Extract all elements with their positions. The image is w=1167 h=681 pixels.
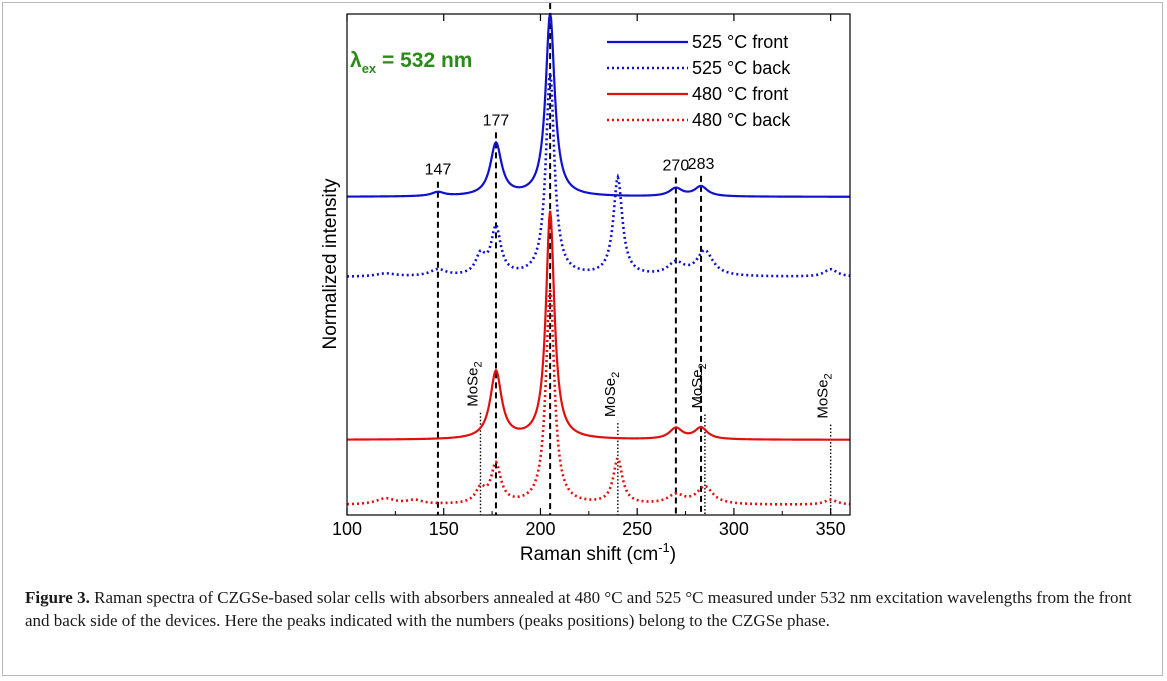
series-line-4 <box>346 288 851 506</box>
peak-label-270: 270 <box>663 158 690 175</box>
peak-labels: 147177205270283MoSe2MoSe2MoSe2MoSe2 <box>425 0 835 419</box>
legend-label-2: 525 °C back <box>692 58 791 78</box>
mose2-label-3: MoSe2 <box>689 363 709 408</box>
mose2-label-4: MoSe2 <box>815 373 835 418</box>
caption-text: Raman spectra of CZGSe-based solar cells… <box>25 588 1132 630</box>
figure-caption: Figure 3. Raman spectra of CZGSe-based s… <box>25 586 1140 632</box>
x-tick-label-100: 100 <box>332 519 362 539</box>
x-tick-label-250: 250 <box>622 519 652 539</box>
legend-label-3: 480 °C front <box>692 84 788 104</box>
plot-area-border <box>346 13 851 516</box>
peak-label-147: 147 <box>425 162 452 179</box>
series-line-2 <box>346 72 851 278</box>
x-axis-ticks: 100 150 200 250 300 350 <box>332 14 846 539</box>
series-line-3 <box>347 210 850 441</box>
excitation-label: λex = 532 nm <box>350 49 472 76</box>
series-lines <box>346 12 851 506</box>
x-axis-title: Raman shift (cm-1) <box>520 540 676 565</box>
x-tick-label-150: 150 <box>429 519 459 539</box>
mose2-label-1: MoSe2 <box>464 361 484 406</box>
peak-label-283: 283 <box>688 156 715 173</box>
caption-label: Figure 3. <box>25 588 90 607</box>
legend-label-1: 525 °C front <box>692 32 788 52</box>
y-axis-title: Normalized intensity <box>320 178 341 350</box>
x-tick-label-200: 200 <box>525 519 555 539</box>
peak-label-177: 177 <box>483 112 510 129</box>
series-line-1 <box>347 12 850 198</box>
mose2-label-2: MoSe2 <box>602 372 622 417</box>
legend-label-4: 480 °C back <box>692 110 791 130</box>
x-tick-label-300: 300 <box>719 519 749 539</box>
x-tick-label-350: 350 <box>816 519 846 539</box>
legend: 525 °C front 525 °C back 480 °C front 480 °… <box>607 32 791 130</box>
